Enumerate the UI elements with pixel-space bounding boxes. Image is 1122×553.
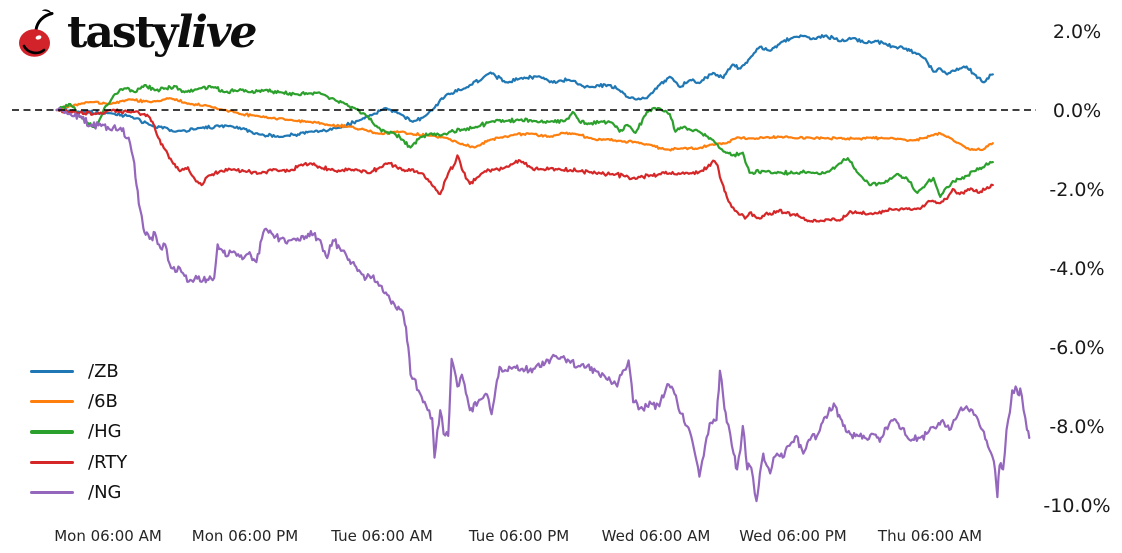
- series-line-6b: [55, 97, 994, 152]
- y-tick-label: -8.0%: [1049, 416, 1104, 438]
- legend-item-ng: /NG: [30, 478, 127, 508]
- logo-text-live: live: [176, 7, 258, 58]
- y-tick-label: -6.0%: [1049, 337, 1104, 359]
- legend-line-swatch: [30, 491, 74, 495]
- legend-label: /HG: [88, 421, 122, 443]
- series-line-rty: [55, 108, 994, 223]
- cherry-icon: [19, 9, 54, 57]
- series-line-zb: [55, 34, 994, 139]
- legend-line-swatch: [30, 430, 74, 434]
- chart-legend: /ZB/6B/HG/RTY/NG: [30, 356, 127, 508]
- legend-item-hg: /HG: [30, 417, 127, 447]
- x-tick-label: Wed 06:00 PM: [739, 527, 846, 545]
- series-line-ng: [55, 106, 1031, 503]
- y-tick-label: -2.0%: [1049, 179, 1104, 201]
- legend-item-rty: /RTY: [30, 447, 127, 477]
- legend-line-swatch: [30, 460, 74, 465]
- x-tick-label: Mon 06:00 AM: [54, 527, 162, 545]
- legend-line-swatch: [30, 399, 74, 404]
- legend-label: /ZB: [88, 360, 119, 382]
- legend-item-zb: /ZB: [30, 356, 127, 386]
- x-tick-label: Tue 06:00 AM: [330, 527, 433, 545]
- legend-label: /NG: [88, 482, 122, 504]
- x-tick-label: Mon 06:00 PM: [192, 527, 298, 545]
- x-tick-label: Wed 06:00 AM: [602, 527, 711, 545]
- series-line-hg: [55, 84, 994, 198]
- y-tick-label: -10.0%: [1043, 495, 1110, 517]
- legend-line-swatch: [30, 369, 74, 373]
- x-tick-label: Thu 06:00 AM: [877, 527, 982, 545]
- logo-wordmark: tastylive: [67, 7, 258, 58]
- logo-text-tasty: tasty: [67, 7, 178, 58]
- y-tick-label: 2.0%: [1053, 21, 1101, 43]
- legend-item-6b: /6B: [30, 386, 127, 416]
- legend-label: /6B: [88, 391, 118, 413]
- y-tick-label: -4.0%: [1049, 258, 1104, 280]
- brand-logo: tastylive: [12, 6, 258, 58]
- y-tick-label: 0.0%: [1053, 100, 1101, 122]
- legend-label: /RTY: [88, 451, 128, 473]
- x-tick-label: Tue 06:00 PM: [468, 527, 569, 545]
